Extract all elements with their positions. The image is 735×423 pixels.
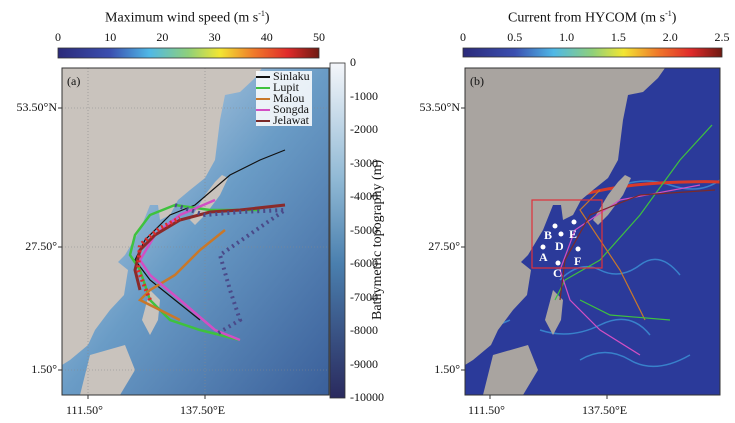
land-philippines-b [545, 290, 563, 335]
land-asia-a [62, 68, 262, 365]
wind-tick-label: 20 [156, 30, 169, 44]
legend-label: Malou [273, 91, 305, 105]
track-legend: Sinlaku Lupit Malou Songda Jelawat [256, 69, 312, 127]
lat-tick-a-2: 1.50° [31, 362, 57, 376]
current-tick-label: 2.0 [662, 30, 678, 44]
station-label-a: A [539, 250, 548, 264]
current-eddies [469, 179, 721, 368]
map-panel-b [465, 68, 721, 395]
station-label-b: B [544, 228, 553, 242]
station-label-e: E [569, 227, 578, 241]
lon-tick-b-0: 111.50° [468, 403, 505, 417]
bathymetry-tick-label: -8000 [350, 323, 378, 337]
land-philippines-a [142, 290, 160, 335]
station-label-f: F [574, 254, 582, 268]
legend-swatch [256, 119, 270, 122]
wind-tick-label: 10 [104, 30, 117, 44]
track-jelawat [133, 203, 286, 291]
kuroshio-current [579, 180, 721, 197]
legend-item-songda: Songda [256, 102, 312, 116]
panel-b-label: (b) [470, 74, 484, 88]
legend-label: Songda [273, 102, 309, 116]
current-colorbar [462, 47, 723, 58]
bathymetry-tick-label: -7000 [350, 289, 378, 304]
wind-tick-label: 40 [260, 30, 273, 44]
legend-item-jelawat: Jelawat [256, 113, 312, 127]
wind-colorbar [57, 47, 320, 59]
lon-tick-a-0: 111.50° [66, 403, 103, 417]
legend-swatch [256, 75, 270, 78]
current-colorbar-title: Current from HYCOM (m s-1) [508, 9, 677, 26]
current-tick-label: 0 [460, 30, 466, 44]
track-dots-a [135, 216, 181, 301]
bathymetry-colorbar [329, 62, 346, 399]
lon-tick-a-1: 137.50°E [180, 403, 226, 417]
legend-swatch [256, 97, 270, 100]
current-tick-label: 1.5 [610, 30, 626, 44]
wind-tick-label: 50 [313, 30, 325, 44]
bathymetry-tick-label: -2000 [350, 122, 378, 136]
lat-tick-a-1: 27.50° [25, 239, 57, 253]
legend-label: Jelawat [273, 113, 309, 127]
bathymetry-tick-label: -4000 [350, 189, 378, 203]
bathymetry-tick-label: -5000 [350, 222, 378, 237]
bathymetry-tick-label: -3000 [350, 155, 378, 170]
track-sinlaku [134, 149, 286, 321]
lat-tick-b-1: 27.50° [428, 239, 460, 253]
track-songda [138, 198, 241, 342]
legend-label: Lupit [273, 80, 299, 94]
wind-colorbar-title: Maximum wind speed (m s-1) [105, 9, 270, 26]
bathymetry-tick-label: -9000 [350, 356, 378, 371]
bathymetry-title: Bathymetric topography (m) [370, 159, 385, 320]
bathymetry-tick-label: -6000 [350, 256, 378, 270]
land-borneo-b [483, 345, 538, 395]
bathymetry-tick-label: 0 [350, 55, 356, 69]
panel-a-label: (a) [67, 74, 81, 88]
track-lupit [128, 203, 260, 342]
land-asia-b [465, 68, 665, 365]
legend-item-malou: Malou [256, 91, 312, 105]
wind-tick-label: 0 [55, 30, 61, 44]
station-label-c: C [553, 266, 562, 280]
bathymetry-tick-label: -1000 [350, 88, 378, 103]
station-markers [540, 219, 581, 266]
track-malou [137, 229, 226, 322]
station-label-d: D [555, 239, 564, 253]
lat-tick-b-0: 53.50°N [419, 100, 460, 114]
current-tick-label: 0.5 [507, 30, 523, 44]
current-tick-label: 1.0 [559, 30, 575, 44]
lat-tick-a-0: 53.50°N [16, 100, 57, 114]
legend-swatch [256, 86, 270, 89]
study-region-box [531, 199, 603, 269]
legend-label: Sinlaku [273, 69, 310, 83]
wind-tick-label: 30 [208, 30, 221, 44]
lon-tick-b-1: 137.50°E [582, 403, 628, 417]
legend-item-lupit: Lupit [256, 80, 312, 94]
lat-tick-b-2: 1.50° [434, 362, 460, 376]
legend-swatch [256, 108, 270, 111]
legend-item-sinlaku: Sinlaku [256, 69, 312, 83]
track-dots-b [174, 203, 292, 337]
bathymetry-tick-label: -10000 [350, 390, 384, 404]
current-tick-label: 2.5 [714, 30, 730, 44]
